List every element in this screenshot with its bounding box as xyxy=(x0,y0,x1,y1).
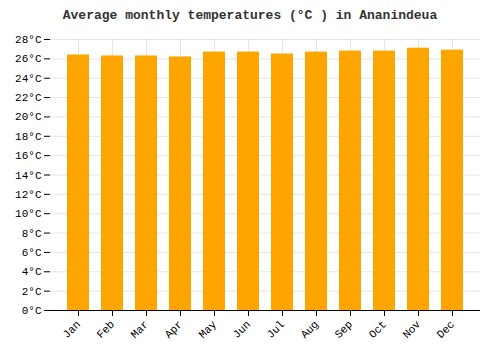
svg-text:14°C: 14°C xyxy=(15,170,42,182)
svg-text:18°C: 18°C xyxy=(15,131,42,143)
svg-text:Oct: Oct xyxy=(367,318,389,340)
svg-text:Apr: Apr xyxy=(163,318,185,340)
svg-text:28°C: 28°C xyxy=(15,34,42,46)
svg-text:Jan: Jan xyxy=(61,318,83,340)
svg-text:20°C: 20°C xyxy=(15,111,42,123)
svg-text:Jul: Jul xyxy=(265,318,287,340)
svg-text:8°C: 8°C xyxy=(22,228,42,240)
svg-text:10°C: 10°C xyxy=(15,208,42,220)
svg-text:24°C: 24°C xyxy=(15,73,42,85)
svg-text:Feb: Feb xyxy=(95,318,117,340)
svg-text:Sep: Sep xyxy=(333,318,355,340)
svg-text:Dec: Dec xyxy=(435,318,457,340)
svg-text:16°C: 16°C xyxy=(15,150,42,162)
svg-text:Aug: Aug xyxy=(299,318,321,340)
svg-text:May: May xyxy=(197,318,220,341)
svg-text:22°C: 22°C xyxy=(15,92,42,104)
svg-text:6°C: 6°C xyxy=(22,247,42,259)
svg-text:26°C: 26°C xyxy=(15,53,42,65)
svg-text:Nov: Nov xyxy=(401,318,424,341)
svg-text:12°C: 12°C xyxy=(15,189,42,201)
html-text:Average monthly temperatures (: Average monthly temperatures (°C ) in An… xyxy=(62,8,438,23)
svg-text:Mar: Mar xyxy=(129,318,151,340)
svg-text:2°C: 2°C xyxy=(22,286,42,298)
svg-text:0°C: 0°C xyxy=(22,305,42,317)
svg-text:Jun: Jun xyxy=(231,318,253,340)
svg-text:4°C: 4°C xyxy=(22,266,42,278)
